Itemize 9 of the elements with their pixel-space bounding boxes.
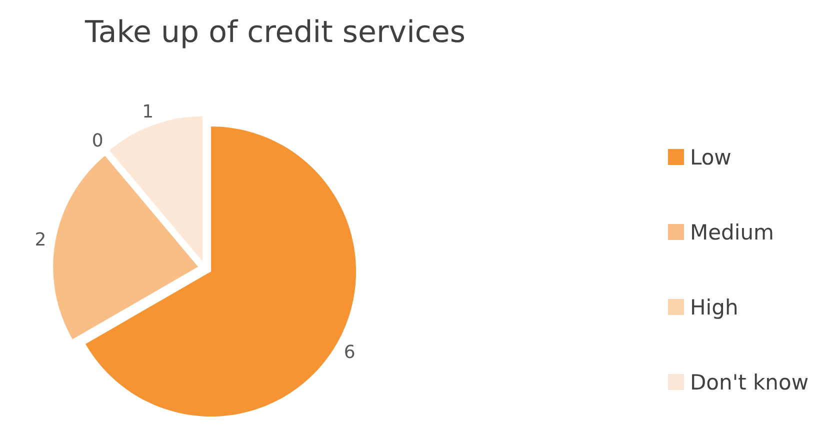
legend-label: Low (690, 145, 732, 170)
legend-label: Don't know (690, 370, 809, 394)
data-label: 2 (34, 229, 46, 250)
legend-label: High (690, 295, 738, 320)
chart-title: Take up of credit services (84, 15, 466, 50)
text: 0 (92, 130, 104, 152)
data-label: 1 (142, 101, 154, 122)
data-label: 6 (344, 342, 356, 363)
legend-label: Medium (690, 220, 774, 244)
